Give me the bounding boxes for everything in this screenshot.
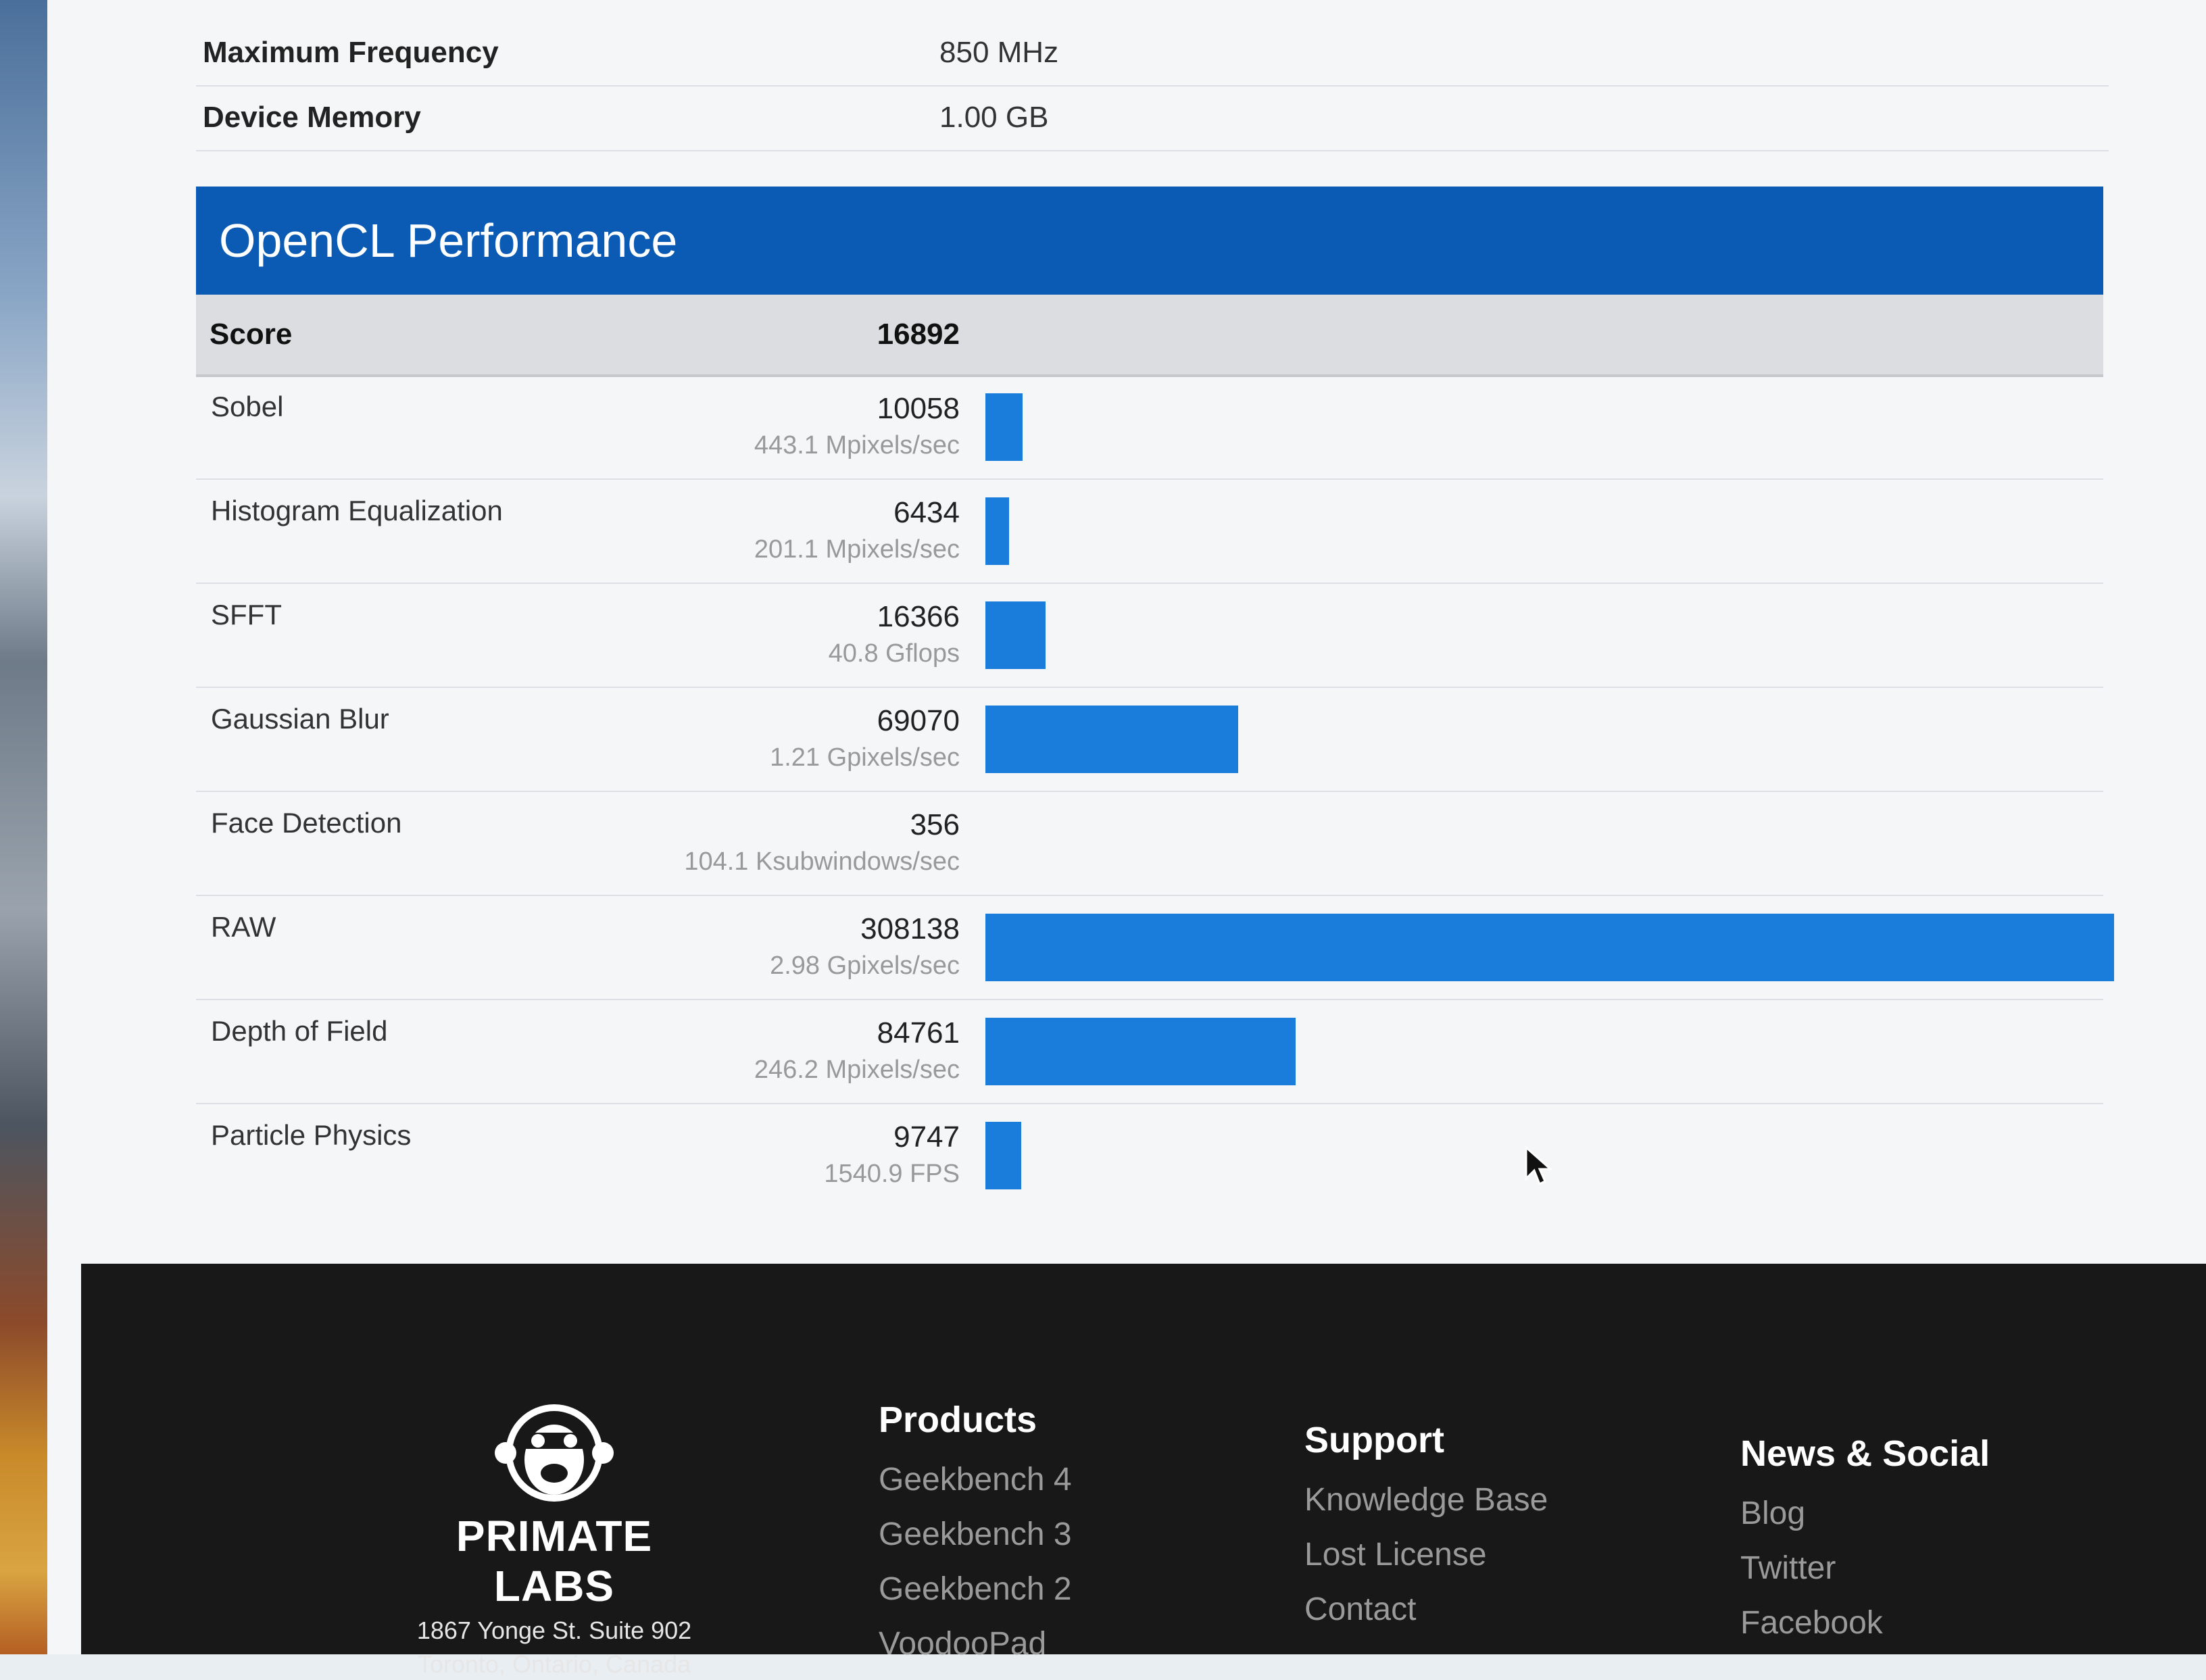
score-label: Score [210, 318, 293, 351]
footer-column-news-social: News & Social Blog Twitter Facebook [1740, 1433, 1990, 1659]
benchmark-row: Histogram Equalization 6434 201.1 Mpixel… [196, 481, 2103, 584]
primate-labs-logo-icon [495, 1404, 614, 1502]
footer-link-twitter[interactable]: Twitter [1740, 1550, 1836, 1586]
section-title: OpenCL Performance [219, 214, 678, 267]
brand-block[interactable]: PRIMATE LABS 1867 Yonge St. Suite 902 To… [392, 1392, 716, 1679]
benchmark-name: Depth of Field [211, 1015, 388, 1047]
info-row-max-frequency: Maximum Frequency 850 MHz [196, 20, 2109, 87]
benchmark-score: 356 [910, 808, 960, 841]
benchmark-bar [985, 393, 1023, 461]
benchmark-score: 10058 [877, 392, 960, 425]
footer-link-geekbench-4[interactable]: Geekbench 4 [879, 1462, 1072, 1498]
benchmark-rate: 1.21 Gpixels/sec [770, 743, 960, 772]
benchmark-rate: 201.1 Mpixels/sec [754, 535, 960, 564]
footer-heading: Support [1304, 1420, 1444, 1460]
benchmark-bar [985, 1018, 1296, 1085]
benchmark-score: 6434 [893, 496, 960, 529]
benchmark-bar [985, 497, 1009, 565]
brand-address-line: Toronto, Ontario, Canada [417, 1650, 691, 1678]
benchmark-rate: 1540.9 FPS [824, 1160, 960, 1188]
benchmark-row: Sobel 10058 443.1 Mpixels/sec [196, 377, 2103, 480]
benchmark-bar [985, 1122, 1021, 1189]
footer-link-voodoopad[interactable]: VoodooPad [879, 1626, 1047, 1662]
benchmark-row: Depth of Field 84761 246.2 Mpixels/sec [196, 1002, 2103, 1104]
benchmark-rate: 40.8 Gflops [828, 639, 960, 668]
site-footer: PRIMATE LABS 1867 Yonge St. Suite 902 To… [81, 1264, 2206, 1678]
benchmark-row: Particle Physics 9747 1540.9 FPS [196, 1106, 2103, 1207]
benchmark-score: 16366 [877, 600, 960, 633]
benchmark-score: 84761 [877, 1016, 960, 1049]
info-label: Maximum Frequency [203, 36, 499, 69]
score-value: 16892 [877, 318, 960, 351]
benchmark-score: 308138 [860, 912, 960, 945]
footer-link-blog[interactable]: Blog [1740, 1496, 1806, 1531]
benchmark-bar [985, 914, 2114, 981]
benchmark-name: Gaussian Blur [211, 703, 389, 735]
score-row: Score 16892 [196, 295, 2103, 377]
benchmark-row: Face Detection 356 104.1 Ksubwindows/sec [196, 793, 2103, 896]
footer-column-support: Support Knowledge Base Lost License Cont… [1304, 1419, 1548, 1646]
mouse-cursor-icon [1525, 1146, 1552, 1186]
benchmark-bar [985, 601, 1046, 669]
footer-link-knowledge-base[interactable]: Knowledge Base [1304, 1482, 1548, 1518]
benchmark-row: Gaussian Blur 69070 1.21 Gpixels/sec [196, 689, 2103, 792]
benchmark-row: SFFT 16366 40.8 Gflops [196, 585, 2103, 688]
brand-address-line: 1867 Yonge St. Suite 902 [416, 1616, 692, 1644]
benchmark-name: SFFT [211, 599, 282, 631]
footer-link-geekbench-3[interactable]: Geekbench 3 [879, 1516, 1072, 1552]
info-label: Device Memory [203, 101, 421, 134]
info-value: 850 MHz [939, 36, 1059, 69]
footer-heading: News & Social [1740, 1433, 1990, 1474]
benchmark-rate: 2.98 Gpixels/sec [770, 952, 960, 980]
footer-link-lost-license[interactable]: Lost License [1304, 1537, 1487, 1573]
footer-heading: Products [879, 1400, 1037, 1440]
info-row-device-memory: Device Memory 1.00 GB [196, 85, 2109, 151]
benchmark-rate: 246.2 Mpixels/sec [754, 1056, 960, 1084]
footer-link-contact[interactable]: Contact [1304, 1591, 1417, 1627]
info-value: 1.00 GB [939, 101, 1049, 134]
benchmark-name: Sobel [211, 391, 284, 422]
footer-column-products: Products Geekbench 4 Geekbench 3 Geekben… [879, 1399, 1072, 1680]
benchmark-name: Histogram Equalization [211, 495, 503, 526]
benchmark-bar [985, 706, 1239, 773]
benchmark-name: Face Detection [211, 807, 402, 839]
benchmark-name: RAW [211, 911, 276, 943]
benchmark-row: RAW 308138 2.98 Gpixels/sec [196, 897, 2114, 1000]
benchmark-score: 9747 [893, 1120, 960, 1154]
section-header: OpenCL Performance [196, 187, 2103, 295]
benchmark-name: Particle Physics [211, 1119, 412, 1151]
brand-name: PRIMATE LABS [456, 1512, 653, 1610]
footer-link-geekbench-2[interactable]: Geekbench 2 [879, 1571, 1072, 1607]
footer-link-facebook[interactable]: Facebook [1740, 1605, 1883, 1641]
benchmark-rate: 443.1 Mpixels/sec [754, 431, 960, 460]
benchmark-score: 69070 [877, 704, 960, 737]
benchmark-rate: 104.1 Ksubwindows/sec [684, 847, 960, 876]
